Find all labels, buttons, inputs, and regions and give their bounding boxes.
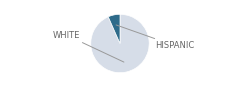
Wedge shape [108, 14, 120, 44]
Text: WHITE: WHITE [53, 31, 124, 62]
Text: HISPANIC: HISPANIC [116, 25, 195, 50]
Wedge shape [91, 14, 149, 73]
